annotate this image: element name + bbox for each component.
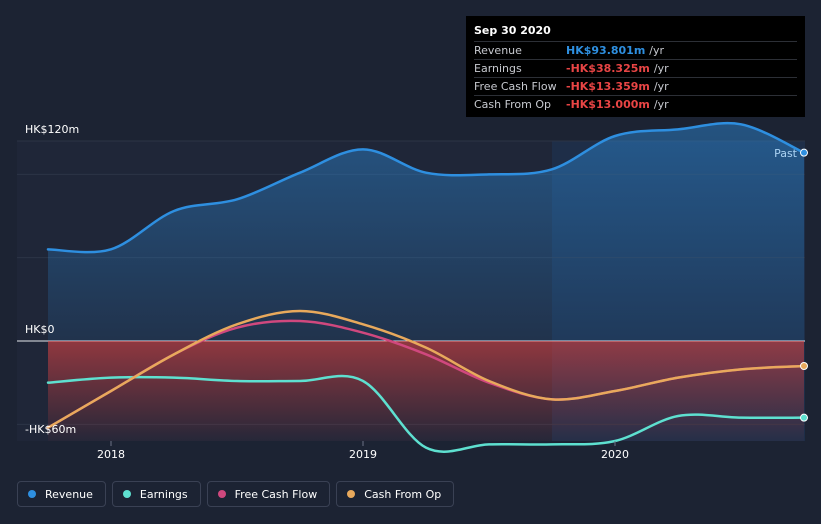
legend-item-free-cash-flow[interactable]: Free Cash Flow: [206, 481, 331, 507]
tooltip-value: -HK$13.000m: [566, 98, 650, 111]
revenue-area: [48, 123, 804, 342]
tooltip-unit: /yr: [653, 80, 669, 93]
legend-label: Cash From Op: [364, 487, 442, 501]
x-tick-label: 2019: [349, 448, 377, 461]
tooltip-value: HK$93.801m: [566, 44, 646, 57]
negative-region: [48, 341, 804, 441]
cash-from-op-end-marker: [800, 362, 808, 370]
tooltip-row-revenue: Revenue HK$93.801m /yr: [474, 41, 797, 59]
tooltip-unit: /yr: [653, 62, 669, 75]
tooltip-label: Revenue: [474, 44, 522, 57]
tooltip-unit: /yr: [653, 98, 669, 111]
cash-from-op-line: [46, 309, 806, 429]
tooltip-label: Earnings: [474, 62, 522, 75]
tooltip-date: Sep 30 2020: [474, 24, 551, 37]
earnings-end-marker: [800, 413, 808, 422]
tooltip: Sep 30 2020 Revenue HK$93.801m /yr Earni…: [466, 16, 805, 117]
legend-dot-icon: [347, 490, 356, 498]
tooltip-value: -HK$38.325m: [566, 62, 650, 75]
legend-item-earnings[interactable]: Earnings: [111, 481, 201, 507]
earnings-line: [46, 374, 806, 453]
x-tick-label: 2020: [601, 448, 629, 461]
legend-item-cash-from-op[interactable]: Cash From Op: [336, 481, 455, 507]
x-tick-label: 2018: [97, 448, 125, 461]
tooltip-value: -HK$13.359m: [566, 80, 650, 93]
tooltip-row-cash-from-op: Cash From Op -HK$13.000m /yr: [474, 95, 797, 113]
tooltip-row-free-cash-flow: Free Cash Flow -HK$13.359m /yr: [474, 77, 797, 95]
tooltip-unit: /yr: [649, 44, 665, 57]
legend-dot-icon: [122, 490, 131, 498]
revenue-line: [46, 121, 806, 254]
revenue-end-marker: [800, 148, 808, 157]
legend-dot-icon: [217, 490, 226, 498]
y-tick-label-bottom: -HK$60m: [25, 423, 77, 436]
legend-item-revenue[interactable]: Revenue: [17, 481, 106, 507]
tooltip-label: Free Cash Flow: [474, 80, 557, 93]
legend-label: Free Cash Flow: [234, 487, 318, 501]
tooltip-label: Cash From Op: [474, 98, 552, 111]
legend-label: Revenue: [45, 487, 93, 501]
y-tick-label-zero: HK$0: [25, 323, 55, 336]
legend-label: Earnings: [139, 487, 188, 501]
legend: Revenue Earnings Free Cash Flow Cash Fro…: [17, 481, 455, 507]
legend-dot-icon: [28, 490, 36, 498]
tooltip-row-earnings: Earnings -HK$38.325m /yr: [474, 59, 797, 77]
y-tick-label-top: HK$120m: [25, 123, 80, 136]
